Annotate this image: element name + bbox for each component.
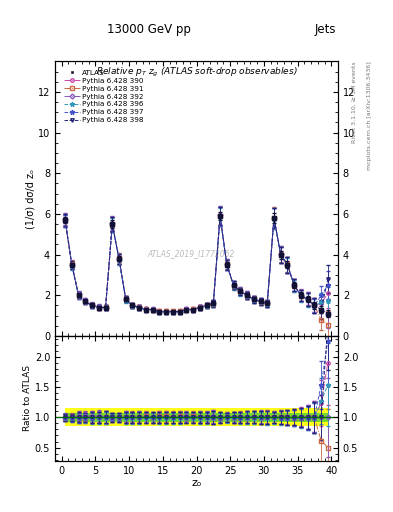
Text: Rivet 3.1.10, ≥ 3M events: Rivet 3.1.10, ≥ 3M events (352, 61, 357, 143)
Y-axis label: (1/σ) dσ/d zₒ: (1/σ) dσ/d zₒ (25, 168, 35, 229)
Text: ATLAS_2019_I1772062: ATLAS_2019_I1772062 (147, 249, 235, 258)
Text: Jets: Jets (314, 23, 336, 36)
Y-axis label: Ratio to ATLAS: Ratio to ATLAS (23, 366, 32, 432)
X-axis label: zₒ: zₒ (191, 478, 202, 488)
Text: Relative $p_{T}$ $z_{g}$ (ATLAS soft-drop observables): Relative $p_{T}$ $z_{g}$ (ATLAS soft-dro… (95, 66, 298, 79)
Text: 13000 GeV pp: 13000 GeV pp (107, 23, 191, 36)
Text: mcplots.cern.ch [arXiv:1306.3436]: mcplots.cern.ch [arXiv:1306.3436] (367, 61, 373, 170)
Legend: ATLAS, Pythia 6.428 390, Pythia 6.428 391, Pythia 6.428 392, Pythia 6.428 396, P: ATLAS, Pythia 6.428 390, Pythia 6.428 39… (61, 68, 146, 125)
